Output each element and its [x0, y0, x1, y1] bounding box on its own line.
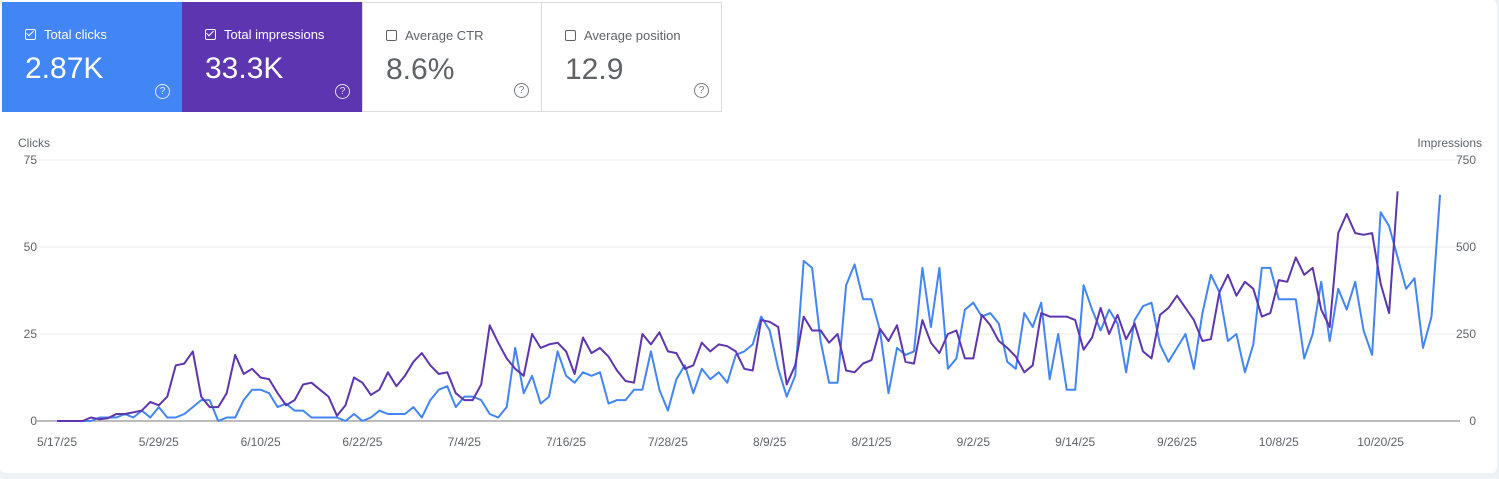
metric-average-position[interactable]: Average position 12.9 ? [542, 2, 722, 112]
y-tick-right: 750 [1456, 153, 1476, 167]
impressions-series-line [57, 191, 1399, 422]
x-tick: 8/9/25 [753, 435, 787, 449]
metric-label: Total clicks [44, 27, 107, 42]
metric-label: Average CTR [405, 28, 484, 43]
help-icon[interactable]: ? [694, 83, 709, 98]
metric-tabs: Total clicks 2.87K ? Total impressions 3… [2, 2, 722, 112]
x-tick: 7/16/25 [546, 435, 586, 449]
metric-value: 33.3K [205, 52, 284, 85]
metric-value: 2.87K [25, 52, 104, 85]
x-tick: 7/4/25 [448, 435, 482, 449]
y-tick-right: 500 [1456, 240, 1476, 254]
x-tick: 5/29/25 [139, 435, 179, 449]
checkbox-unchecked-icon[interactable] [565, 30, 576, 41]
x-tick: 10/20/25 [1357, 435, 1404, 449]
x-tick: 7/28/25 [648, 435, 688, 449]
left-axis-title: Clicks [18, 136, 50, 150]
help-icon[interactable]: ? [514, 83, 529, 98]
x-tick: 9/26/25 [1157, 435, 1197, 449]
checkbox-checked-icon[interactable] [25, 28, 36, 40]
y-tick-right: 250 [1456, 327, 1476, 341]
metric-total-clicks[interactable]: Total clicks 2.87K ? [2, 2, 182, 112]
metric-total-impressions[interactable]: Total impressions 33.3K ? [182, 2, 362, 112]
metric-average-ctr[interactable]: Average CTR 8.6% ? [362, 2, 542, 112]
y-tick-left: 25 [24, 327, 38, 341]
x-tick: 10/8/25 [1259, 435, 1299, 449]
right-axis-title: Impressions [1417, 136, 1482, 150]
metric-label: Average position [584, 28, 681, 43]
x-tick: 6/10/25 [241, 435, 281, 449]
y-tick-left: 50 [24, 240, 38, 254]
x-tick: 5/17/25 [37, 435, 77, 449]
checkbox-checked-icon[interactable] [205, 28, 216, 40]
metric-value: 12.9 [565, 53, 624, 86]
x-tick: 6/22/25 [342, 435, 382, 449]
metric-value: 8.6% [386, 53, 455, 86]
y-tick-left: 75 [24, 153, 38, 167]
metric-label: Total impressions [224, 27, 325, 42]
x-tick: 9/14/25 [1055, 435, 1095, 449]
clicks-series-line [57, 194, 1441, 422]
y-tick-right: 0 [1469, 414, 1476, 428]
help-icon[interactable]: ? [335, 84, 350, 99]
x-tick: 9/2/25 [957, 435, 991, 449]
help-icon[interactable]: ? [155, 84, 170, 99]
y-tick-left: 0 [30, 414, 37, 428]
checkbox-unchecked-icon[interactable] [386, 30, 397, 41]
x-tick: 8/21/25 [852, 435, 892, 449]
